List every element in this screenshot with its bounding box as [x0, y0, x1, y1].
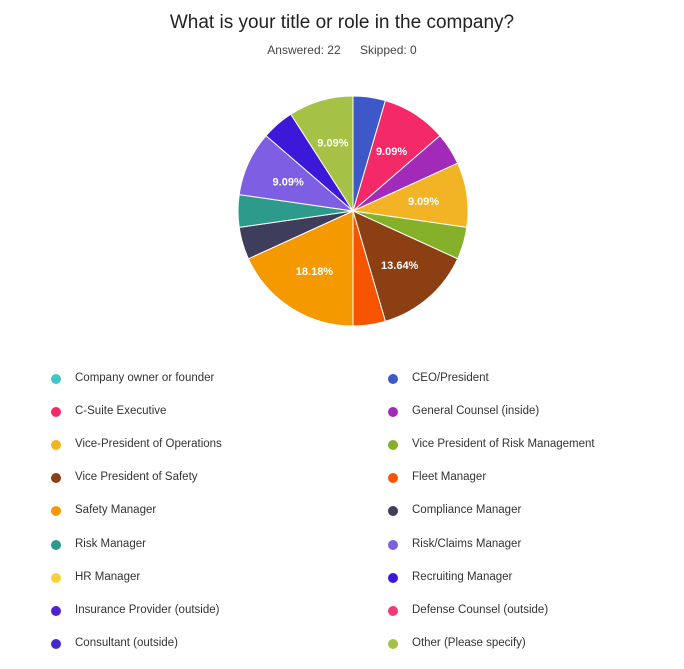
- legend-swatch: [51, 407, 61, 418]
- response-summary: Answered: 22 Skipped: 0: [0, 43, 684, 57]
- legend-label: C-Suite Executive: [75, 405, 167, 418]
- legend-swatch: [388, 440, 398, 451]
- legend-item: Risk/Claims Manager: [388, 537, 521, 553]
- legend-swatch: [51, 374, 61, 384]
- slice-percent-label: 9.09%: [317, 138, 348, 150]
- legend-item: Insurance Provider (outside): [51, 603, 219, 619]
- legend-swatch: [388, 539, 398, 550]
- slice-percent-label: 9.09%: [273, 176, 304, 188]
- legend-swatch: [388, 407, 398, 418]
- legend-label: Recruiting Manager: [412, 570, 513, 583]
- legend-item: Recruiting Manager: [388, 570, 512, 586]
- legend-swatch: [388, 638, 398, 649]
- pie-slice-other-please-specify: [290, 95, 354, 213]
- legend-label: Vice-President of Operations: [75, 438, 222, 451]
- legend-item: HR Manager: [51, 570, 140, 586]
- legend-label: Other (Please specify): [412, 636, 526, 649]
- pie-slice-vice-president-of-safety: [352, 210, 459, 322]
- legend-swatch: [51, 506, 61, 517]
- legend-label: HR Manager: [75, 570, 141, 583]
- slice-percent-label: 13.64%: [381, 260, 419, 272]
- legend-swatch: [51, 605, 61, 616]
- legend-item: Company owner or founder: [51, 371, 214, 387]
- legend-item: Consultant (outside): [51, 636, 178, 652]
- legend-label: Compliance Manager: [412, 504, 522, 517]
- legend-item: Vice President of Safety: [51, 470, 198, 486]
- legend-item: Safety Manager: [51, 503, 156, 519]
- slice-percent-label: 9.09%: [376, 146, 407, 158]
- legend-swatch: [388, 572, 398, 583]
- legend-item: General Counsel (inside): [388, 404, 539, 420]
- legend-swatch: [388, 374, 398, 384]
- legend-swatch: [51, 638, 61, 649]
- legend-swatch: [388, 506, 398, 517]
- legend-swatch: [51, 539, 61, 550]
- answered-count: Answered: 22: [267, 43, 341, 57]
- chart-title: What is your title or role in the compan…: [169, 12, 515, 33]
- legend-item: Risk Manager: [51, 537, 146, 553]
- legend-label: Defense Counsel (outside): [412, 603, 549, 616]
- legend-label: Risk Manager: [75, 537, 146, 550]
- legend-swatch: [388, 605, 398, 616]
- legend-label: Safety Manager: [75, 504, 157, 517]
- legend-label: Consultant (outside): [75, 636, 178, 649]
- pie-slices: [237, 95, 469, 327]
- legend-item: Fleet Manager: [388, 470, 486, 486]
- legend-item: CEO/President: [388, 371, 489, 387]
- legend-item: Other (Please specify): [388, 636, 526, 652]
- legend-item: Vice-President of Operations: [51, 437, 222, 453]
- pie-slice-safety-manager: [247, 210, 354, 327]
- legend-label: Vice President of Risk Management: [412, 438, 595, 451]
- legend-item: C-Suite Executive: [51, 404, 166, 420]
- slice-percent-label: 9.09%: [408, 196, 439, 208]
- legend-swatch: [51, 440, 61, 451]
- legend-swatch: [51, 473, 61, 484]
- legend-label: Company owner or founder: [75, 372, 215, 384]
- legend-label: Fleet Manager: [412, 471, 487, 484]
- legend-label: General Counsel (inside): [412, 405, 540, 418]
- legend-item: Compliance Manager: [388, 503, 521, 519]
- legend-label: Risk/Claims Manager: [412, 537, 522, 550]
- slice-percent-label: 18.18%: [296, 266, 334, 278]
- legend-swatch: [388, 473, 398, 484]
- legend-swatch: [51, 572, 61, 583]
- pie-slice-labels: 9.09% 9.09% 13.64% 18.18% 9.09% 9.09%: [273, 138, 440, 278]
- legend-item: Defense Counsel (outside): [388, 603, 548, 619]
- legend-label: CEO/President: [412, 372, 489, 384]
- legend-label: Vice President of Safety: [75, 471, 198, 484]
- legend-item: Vice President of Risk Management: [388, 437, 595, 453]
- skipped-count: Skipped: 0: [360, 43, 417, 57]
- legend-label: Insurance Provider (outside): [75, 603, 220, 616]
